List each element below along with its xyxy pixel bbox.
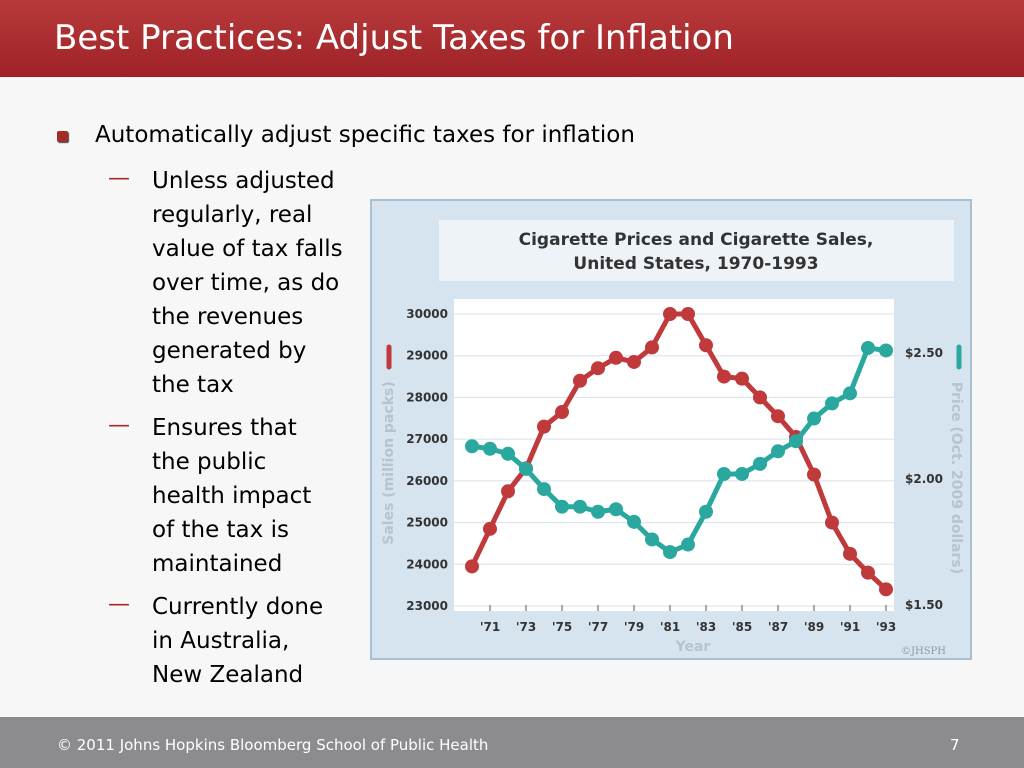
sales-data-point [573,373,587,388]
y-right-tick-label: $2.50 [905,346,943,360]
x-tick-label: '75 [552,620,572,634]
y-axis-left-label: Sales (million packs) [381,381,397,544]
sales-data-point [681,307,695,321]
dash-marker: — [108,166,130,191]
footer-copyright: © 2011 Johns Hopkins Bloomberg School of… [57,736,489,754]
sales-data-point [483,521,497,536]
sales-data-point [717,369,731,384]
main-bullet: Automatically adjust specific taxes for … [95,122,635,148]
price-data-point [699,504,713,519]
y-right-tick-label: $1.50 [905,598,943,612]
title-bar [0,0,1024,77]
price-data-point [663,545,677,560]
x-tick-label: '83 [696,620,716,634]
price-data-point [879,343,893,358]
y-right-tick-label: $2.00 [905,472,943,486]
x-tick-label: '93 [876,620,896,634]
chart-title-box [439,220,954,281]
slide-title: Best Practices: Adjust Taxes for Inflati… [54,18,734,58]
sales-data-point [735,371,749,386]
price-data-point [735,466,749,481]
price-data-point [591,504,605,519]
sales-data-point [825,515,839,530]
price-data-point [501,446,515,461]
price-data-point [609,502,623,517]
price-data-point [555,499,569,514]
price-data-point [717,466,731,481]
chart-frame: Cigarette Prices and Cigarette Sales, Un… [370,199,972,660]
price-data-point [465,439,479,454]
sales-data-point [645,340,659,355]
price-data-point [789,434,803,449]
y-left-tick-label: 23000 [406,599,448,613]
sub-bullet-1: Unless adjusted regularly, real value of… [152,168,343,398]
x-tick-label: '85 [732,620,752,634]
y-left-tick-label: 26000 [406,474,448,488]
sales-data-point [861,565,875,580]
price-data-point [573,499,587,514]
x-tick-label: '79 [624,620,644,634]
sales-data-point [879,582,893,597]
price-data-point [753,456,767,471]
sales-data-point [771,409,785,424]
x-tick-label: '77 [588,620,608,634]
y-left-tick-label: 29000 [406,349,448,363]
x-tick-label: '87 [768,620,788,634]
line-chart: Cigarette Prices and Cigarette Sales, Un… [381,220,964,657]
sub-bullet-3: Currently done in Australia, New Zealand [152,594,324,688]
y-left-tick-label: 24000 [406,557,448,571]
sales-data-point [609,350,623,365]
chart-subtitle: United States, 1970-1993 [573,254,818,274]
sales-data-point [843,546,857,561]
x-tick-label: '89 [804,620,824,634]
x-tick-label: '71 [480,620,500,634]
price-data-point [483,441,497,456]
page-number: 7 [950,736,960,754]
x-axis-label: Year [675,639,711,655]
sales-data-point [663,307,677,321]
price-data-point [537,482,551,497]
x-tick-label: '81 [660,620,680,634]
sales-data-point [555,405,569,420]
price-data-point [519,461,533,476]
x-tick-label: '73 [516,620,536,634]
dash-marker: — [108,413,130,438]
price-data-point [825,396,839,411]
sales-data-point [753,390,767,405]
y-left-tick-label: 25000 [406,516,448,530]
chart-title: Cigarette Prices and Cigarette Sales, [519,230,874,250]
sub-bullet-2: Ensures that the public health impact of… [152,415,312,577]
sales-data-point [699,338,713,353]
sales-data-point [627,354,641,369]
sales-data-point [537,419,551,434]
dash-marker: — [108,592,130,617]
sales-data-point [591,361,605,376]
price-data-point [843,386,857,401]
plot-area [454,299,894,611]
price-data-point [861,340,875,355]
price-data-point [771,444,785,459]
y-axis-right-label: Price (Oct. 2009 dollars) [948,382,964,574]
y-left-tick-label: 30000 [406,307,448,321]
bullet-marker [57,131,68,142]
y-left-tick-label: 27000 [406,432,448,446]
price-data-point [681,537,695,552]
sales-data-point [501,484,515,499]
price-data-point [627,514,641,529]
footer-bar [0,717,1024,768]
watermark: ©JHSPH [901,646,946,657]
y-left-tick-label: 28000 [406,390,448,404]
sales-data-point [465,559,479,574]
x-tick-label: '91 [840,620,860,634]
sales-data-point [807,467,821,482]
price-data-point [807,411,821,426]
price-data-point [645,532,659,547]
sales-line [469,311,888,592]
